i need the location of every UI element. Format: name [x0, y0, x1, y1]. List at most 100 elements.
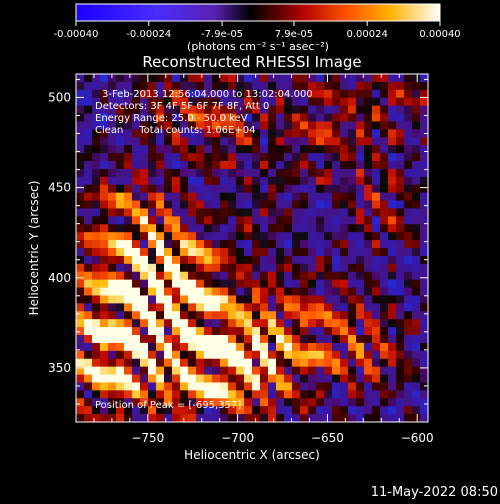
heatmap-cell: [140, 208, 149, 217]
heatmap-cell: [244, 121, 253, 130]
heatmap-cell: [244, 74, 253, 83]
heatmap-cell: [348, 176, 357, 186]
heatmap-cell: [188, 366, 197, 376]
heatmap-cell: [196, 105, 205, 115]
heatmap-cell: [196, 382, 205, 391]
heatmap-cell: [332, 358, 341, 368]
heatmap-cell: [148, 350, 157, 360]
heatmap-cell: [268, 121, 277, 130]
heatmap-cell: [108, 208, 117, 217]
heatmap-cell: [412, 89, 421, 99]
heatmap-cell: [180, 271, 189, 281]
heatmap-cell: [76, 81, 85, 91]
heatmap-cell: [412, 406, 421, 415]
heatmap-cell: [364, 406, 373, 415]
heatmap-cell: [108, 398, 117, 407]
heatmap-cell: [92, 81, 101, 91]
heatmap-cell: [172, 382, 181, 391]
heatmap-cell: [372, 287, 381, 297]
heatmap-cell: [396, 406, 405, 415]
heatmap-cell: [276, 414, 285, 422]
heatmap-cell: [116, 398, 125, 407]
heatmap-cell: [412, 168, 421, 178]
heatmap-cell: [340, 224, 349, 233]
heatmap-cell: [324, 240, 333, 249]
heatmap-cell: [404, 279, 413, 289]
heatmap-cell: [132, 129, 141, 138]
heatmap-cell: [356, 81, 365, 91]
heatmap-cell: [380, 358, 389, 368]
heatmap-cell: [76, 137, 85, 146]
heatmap-cell: [276, 224, 285, 233]
heatmap-cell: [172, 176, 181, 186]
heatmap-cell: [140, 161, 149, 170]
heatmap-cell: [380, 271, 389, 281]
heatmap-cell: [300, 121, 309, 130]
heatmap-cell: [156, 105, 165, 115]
heatmap-cell: [396, 358, 405, 368]
heatmap-cell: [380, 145, 389, 154]
heatmap-cell: [236, 319, 245, 328]
heatmap-cell: [188, 374, 197, 384]
heatmap-cell: [92, 263, 101, 273]
heatmap-cell: [84, 129, 93, 138]
heatmap-cell: [356, 240, 365, 249]
heatmap-cell: [132, 153, 141, 162]
heatmap-cell: [180, 255, 189, 265]
heatmap-cell: [396, 184, 405, 194]
heatmap-cell: [196, 81, 205, 91]
heatmap-cell: [260, 200, 269, 210]
heatmap-cell: [316, 406, 325, 415]
heatmap-cell: [92, 168, 101, 178]
heatmap-cell: [404, 271, 413, 281]
heatmap-cell: [324, 97, 333, 107]
heatmap-cell: [340, 398, 349, 407]
heatmap-cell: [204, 271, 213, 281]
heatmap-cell: [324, 184, 333, 194]
heatmap-cell: [228, 240, 237, 249]
heatmap-cell: [372, 216, 381, 225]
heatmap-cell: [108, 295, 117, 304]
x-tick-label: −750: [131, 431, 164, 445]
heatmap-cell: [244, 406, 253, 415]
heatmap-cell: [188, 327, 197, 336]
heatmap-cell: [196, 192, 205, 202]
heatmap-cell: [180, 398, 189, 407]
heatmap-cell: [148, 390, 157, 399]
heatmap-cell: [172, 263, 181, 273]
colorbar-tick-label: 0.00024: [347, 29, 388, 40]
heatmap-cell: [404, 74, 413, 83]
heatmap-cell: [380, 192, 389, 202]
heatmap-cell: [148, 208, 157, 217]
heatmap-cell: [412, 271, 421, 281]
heatmap-cell: [276, 153, 285, 162]
heatmap-cell: [204, 414, 213, 422]
heatmap-cell: [348, 121, 357, 130]
heatmap-cell: [148, 240, 157, 249]
heatmap-cell: [76, 335, 85, 344]
heatmap-cell: [364, 161, 373, 170]
heatmap-cell: [236, 208, 245, 217]
heatmap-cell: [388, 81, 397, 91]
heatmap-cell: [412, 398, 421, 407]
heatmap-cell: [92, 137, 101, 146]
heatmap-cell: [396, 192, 405, 202]
heatmap-cell: [124, 200, 133, 210]
heatmap-cell: [404, 366, 413, 376]
heatmap-cell: [380, 168, 389, 178]
heatmap-cell: [244, 390, 253, 399]
heatmap-cell: [292, 279, 301, 289]
heatmap-cell: [164, 176, 173, 186]
heatmap-cell: [108, 263, 117, 273]
heatmap-cell: [108, 89, 117, 99]
heatmap-cell: [356, 208, 365, 217]
heatmap-cell: [156, 342, 165, 352]
heatmap-cell: [268, 176, 277, 186]
heatmap-cell: [228, 216, 237, 225]
heatmap-cell: [148, 192, 157, 202]
heatmap-cell: [372, 358, 381, 368]
heatmap-cell: [228, 406, 237, 415]
heatmap-cell: [196, 184, 205, 194]
heatmap-cell: [356, 248, 365, 257]
heatmap-cell: [164, 200, 173, 210]
